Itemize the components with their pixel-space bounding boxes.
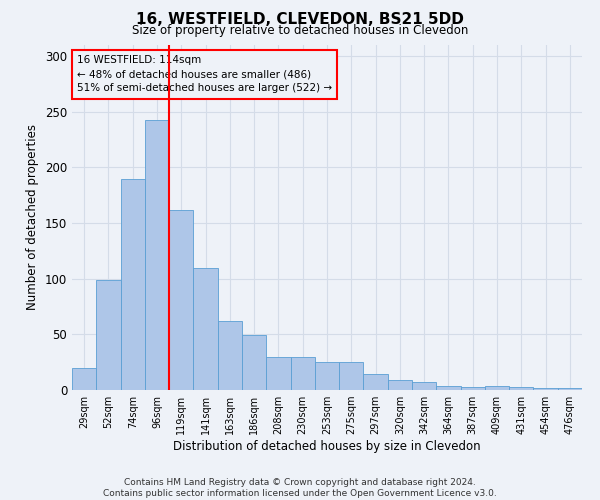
- Bar: [169, 210, 193, 390]
- Bar: [485, 386, 509, 390]
- Bar: [339, 362, 364, 390]
- Bar: [145, 120, 169, 390]
- Bar: [121, 178, 145, 390]
- Text: 16 WESTFIELD: 114sqm
← 48% of detached houses are smaller (486)
51% of semi-deta: 16 WESTFIELD: 114sqm ← 48% of detached h…: [77, 56, 332, 94]
- Bar: [193, 268, 218, 390]
- Bar: [412, 382, 436, 390]
- Bar: [436, 386, 461, 390]
- Bar: [388, 380, 412, 390]
- Bar: [315, 362, 339, 390]
- Text: Size of property relative to detached houses in Clevedon: Size of property relative to detached ho…: [132, 24, 468, 37]
- Text: Contains HM Land Registry data © Crown copyright and database right 2024.
Contai: Contains HM Land Registry data © Crown c…: [103, 478, 497, 498]
- Bar: [218, 321, 242, 390]
- Bar: [290, 356, 315, 390]
- Bar: [242, 336, 266, 390]
- Bar: [266, 356, 290, 390]
- Bar: [364, 374, 388, 390]
- Bar: [96, 280, 121, 390]
- X-axis label: Distribution of detached houses by size in Clevedon: Distribution of detached houses by size …: [173, 440, 481, 453]
- Bar: [509, 386, 533, 390]
- Text: 16, WESTFIELD, CLEVEDON, BS21 5DD: 16, WESTFIELD, CLEVEDON, BS21 5DD: [136, 12, 464, 28]
- Bar: [461, 386, 485, 390]
- Bar: [558, 388, 582, 390]
- Y-axis label: Number of detached properties: Number of detached properties: [26, 124, 40, 310]
- Bar: [533, 388, 558, 390]
- Bar: [72, 368, 96, 390]
